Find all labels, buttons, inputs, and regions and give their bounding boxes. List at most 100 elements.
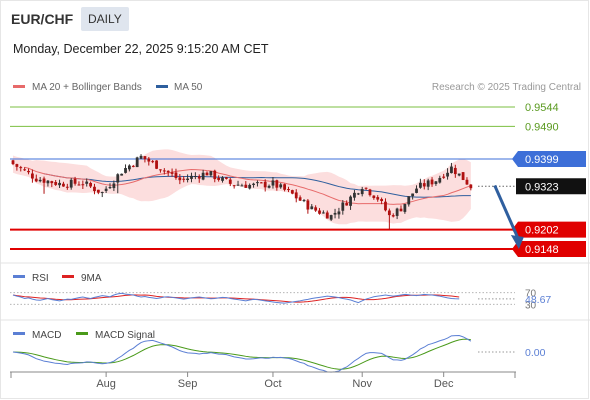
- rsi-current-label: 48.67: [525, 294, 551, 306]
- candle: [426, 178, 430, 191]
- candle: [252, 182, 255, 188]
- candle-body: [143, 156, 147, 160]
- candle: [23, 167, 27, 171]
- candle: [353, 189, 356, 201]
- legend-label-9ma: 9MA: [81, 273, 102, 284]
- candle: [116, 173, 120, 194]
- candle-body: [306, 200, 310, 210]
- candle-body: [391, 215, 395, 217]
- macd-line: [12, 335, 472, 373]
- timeframe-badge[interactable]: DAILY: [81, 7, 129, 31]
- candle-body: [31, 173, 34, 179]
- candle: [19, 165, 23, 172]
- candle-body: [240, 185, 244, 187]
- level-tag-0.9399: [512, 151, 586, 167]
- candle: [93, 183, 96, 195]
- candle-body: [457, 173, 461, 176]
- forecast-arrow-head: [510, 234, 524, 249]
- candle-body: [314, 207, 318, 211]
- candle: [81, 180, 85, 190]
- candle: [244, 181, 248, 189]
- candle-body: [430, 179, 434, 185]
- candle: [85, 178, 89, 187]
- candle: [422, 179, 426, 190]
- candle-body: [442, 176, 446, 178]
- candle-body: [170, 172, 174, 174]
- candle: [221, 176, 224, 183]
- candle: [151, 159, 155, 164]
- candle: [42, 176, 46, 194]
- candle: [209, 171, 213, 177]
- candle-body: [38, 179, 42, 182]
- candle-body: [100, 192, 104, 194]
- candle-body: [116, 174, 120, 183]
- candle: [450, 162, 453, 174]
- candle-body: [73, 178, 77, 184]
- candle: [337, 207, 341, 219]
- candle: [225, 176, 228, 180]
- candle: [306, 198, 310, 214]
- candle: [298, 195, 302, 202]
- legend-swatch-9ma: [62, 275, 74, 278]
- candle: [364, 187, 368, 190]
- candle: [65, 183, 69, 190]
- candle-body: [50, 181, 54, 184]
- candle-body: [356, 193, 360, 195]
- candle-body: [151, 161, 155, 163]
- x-tick-label-Nov: Nov: [352, 378, 372, 390]
- candle: [275, 179, 279, 191]
- candle: [469, 184, 473, 191]
- candle-body: [329, 215, 333, 220]
- bollinger-band-area: [13, 149, 471, 225]
- candle: [124, 164, 127, 174]
- candle: [120, 173, 124, 176]
- candle-body: [259, 182, 263, 184]
- candle-body: [178, 177, 182, 181]
- candle-body: [384, 201, 387, 211]
- candle: [15, 163, 19, 171]
- candle: [193, 172, 197, 180]
- candle: [38, 177, 42, 183]
- legend-swatch-macd: [13, 332, 25, 335]
- candle-body: [112, 183, 116, 189]
- candle-body: [298, 197, 302, 201]
- candle: [314, 205, 318, 212]
- candle: [419, 178, 422, 189]
- candle: [360, 186, 364, 197]
- candle-body: [197, 176, 201, 179]
- candle-body: [341, 202, 345, 211]
- candle-body: [244, 184, 248, 188]
- candle-body: [422, 183, 426, 187]
- level-label-0.9148: 0.9148: [525, 244, 559, 256]
- candle-body: [128, 165, 131, 170]
- macd-signal-line: [12, 338, 471, 370]
- candle-body: [263, 181, 267, 188]
- candle-body: [450, 166, 453, 174]
- candle: [380, 197, 383, 205]
- candle: [279, 182, 283, 189]
- candle: [240, 183, 244, 187]
- candle-body: [310, 206, 314, 210]
- candle: [50, 180, 54, 188]
- candles-group: [11, 154, 473, 230]
- candle: [256, 180, 259, 187]
- datetime-label: Monday, December 22, 2025 9:15:20 AM CET: [13, 42, 269, 56]
- legend-swatch-ma20: [13, 85, 25, 88]
- candle: [318, 208, 321, 215]
- candle-body: [77, 184, 81, 186]
- candle-body: [453, 167, 457, 175]
- candle: [438, 175, 442, 184]
- candle: [58, 179, 61, 189]
- candle-body: [89, 182, 92, 187]
- candle: [391, 213, 395, 218]
- candle: [395, 207, 399, 220]
- candle-body: [275, 180, 279, 188]
- candle-body: [360, 189, 364, 195]
- candle: [213, 169, 217, 183]
- level-label-0.9544: 0.9544: [525, 102, 559, 114]
- candle: [128, 164, 131, 172]
- candle-body: [411, 193, 415, 197]
- candle: [294, 189, 298, 203]
- candle: [236, 180, 240, 186]
- candle-body: [182, 178, 186, 180]
